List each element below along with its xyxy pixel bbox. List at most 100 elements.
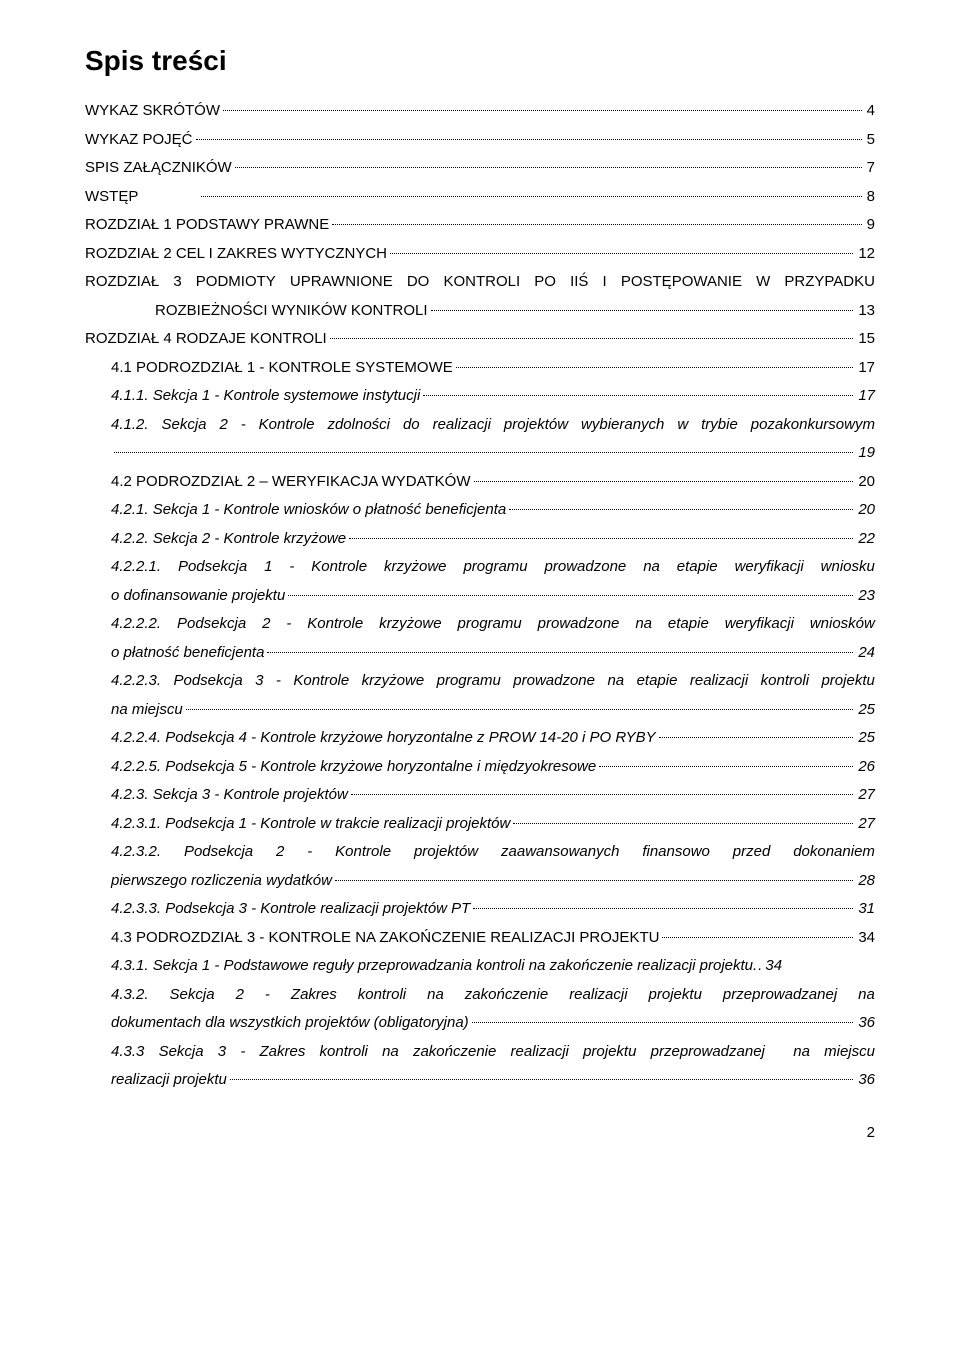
toc-page-ref: 25 xyxy=(856,699,875,722)
toc-entry: 4.2.1. Sekcja 1 - Kontrole wniosków o pł… xyxy=(111,499,875,522)
toc-leader-dots xyxy=(472,1022,854,1023)
toc-page-ref: 27 xyxy=(856,813,875,836)
toc-entry-text: 4.2.1. Sekcja 1 - Kontrole wniosków o pł… xyxy=(111,499,506,522)
toc-page-ref: 34 xyxy=(856,927,875,950)
toc-page-ref: 7 xyxy=(865,157,875,180)
toc-page-ref: 4 xyxy=(865,100,875,123)
toc-entry: 19 xyxy=(111,442,875,465)
toc-leader-dots xyxy=(114,452,853,453)
toc-leader-dots xyxy=(186,709,854,710)
toc-entry-text: 4.1 PODROZDZIAŁ 1 - KONTROLE SYSTEMOWE xyxy=(111,357,453,380)
toc-entry-text: 4.2.2. Sekcja 2 - Kontrole krzyżowe xyxy=(111,528,346,551)
toc-entry-text: ROZBIEŻNOŚCI WYNIKÓW KONTROLI xyxy=(155,300,428,323)
toc-entry-text: WYKAZ POJĘĆ xyxy=(85,129,193,152)
toc-leader-dots xyxy=(235,167,862,168)
toc-entry: WSTĘP 8 xyxy=(85,186,875,209)
toc-entry-text: 4.3.1. Sekcja 1 - Podstawowe reguły prze… xyxy=(111,955,753,978)
toc-entry: pierwszego rozliczenia wydatków28 xyxy=(111,870,875,893)
toc-leader-dots xyxy=(230,1079,853,1080)
toc-entry: 4.2.3. Sekcja 3 - Kontrole projektów27 xyxy=(111,784,875,807)
toc-entry: dokumentach dla wszystkich projektów (ob… xyxy=(111,1012,875,1035)
toc-entry: o płatność beneficjenta 24 xyxy=(111,642,875,665)
toc-entry-text: ROZDZIAŁ 2 CEL I ZAKRES WYTYCZNYCH xyxy=(85,243,387,266)
toc-leader-dots: .. xyxy=(753,955,763,978)
toc-entry-text: 4.2.2.4. Podsekcja 4 - Kontrole krzyżowe… xyxy=(111,727,656,750)
toc-leader-dots xyxy=(662,937,853,938)
toc-page-ref: 8 xyxy=(865,186,875,209)
toc-page-ref: 34 xyxy=(763,955,782,978)
toc-page-ref: 12 xyxy=(856,243,875,266)
page-number: 2 xyxy=(85,1122,875,1145)
toc-entry-text: 4.2.3.3. Podsekcja 3 - Kontrole realizac… xyxy=(111,898,470,921)
toc-leader-dots xyxy=(456,367,854,368)
toc-entry: 4.2.3.1. Podsekcja 1 - Kontrole w trakci… xyxy=(111,813,875,836)
toc-entry-text: 4.2.3.1. Podsekcja 1 - Kontrole w trakci… xyxy=(111,813,510,836)
toc-page-ref: 17 xyxy=(856,385,875,408)
toc-entry-text: realizacji projektu xyxy=(111,1069,227,1092)
toc-entry-text: ROZDZIAŁ 4 RODZAJE KONTROLI xyxy=(85,328,327,351)
toc-entry: ROZDZIAŁ 4 RODZAJE KONTROLI 15 xyxy=(85,328,875,351)
toc-entry: ROZBIEŻNOŚCI WYNIKÓW KONTROLI 13 xyxy=(155,300,875,323)
toc-page-ref: 31 xyxy=(856,898,875,921)
toc-entry: ROZDZIAŁ 1 PODSTAWY PRAWNE 9 xyxy=(85,214,875,237)
toc-entry: 4.3 PODROZDZIAŁ 3 - KONTROLE NA ZAKOŃCZE… xyxy=(111,927,875,950)
toc-entry-text: 4.2 PODROZDZIAŁ 2 – WERYFIKACJA WYDATKÓW xyxy=(111,471,471,494)
toc-page-ref: 20 xyxy=(856,471,875,494)
toc-page-ref: 13 xyxy=(856,300,875,323)
toc-entry-text: 4.2.2.1.Podsekcja1-Kontrolekrzyżoweprogr… xyxy=(111,556,875,579)
toc-leader-dots xyxy=(423,395,853,396)
toc-entry: WYKAZ POJĘĆ 5 xyxy=(85,129,875,152)
toc-entry-text: na miejscu xyxy=(111,699,183,722)
toc-entry-text: 4.2.2.5. Podsekcja 5 - Kontrole krzyżowe… xyxy=(111,756,596,779)
toc-page-ref: 15 xyxy=(856,328,875,351)
toc-page-ref: 9 xyxy=(865,214,875,237)
toc-entry-text: ROZDZIAŁ3PODMIOTYUPRAWNIONEDOKONTROLIPOI… xyxy=(85,271,875,294)
toc-page-ref: 20 xyxy=(856,499,875,522)
toc-page-ref: 5 xyxy=(865,129,875,152)
toc-page-ref: 23 xyxy=(856,585,875,608)
toc-leader-dots xyxy=(599,766,853,767)
toc-leader-dots xyxy=(196,139,862,140)
toc-leader-dots xyxy=(509,509,853,510)
toc-page-ref: 36 xyxy=(856,1069,875,1092)
toc-entry-text: 4.2.2.2.Podsekcja2-Kontrolekrzyżoweprogr… xyxy=(111,613,875,636)
toc-entry: na miejscu 25 xyxy=(111,699,875,722)
toc-entry-text: dokumentach dla wszystkich projektów (ob… xyxy=(111,1012,469,1035)
toc-leader-dots xyxy=(390,253,853,254)
toc-entry-text: o dofinansowanie projektu xyxy=(111,585,285,608)
toc-leader-dots xyxy=(659,737,854,738)
toc-entry-text: 4.2.3.2.Podsekcja2-Kontroleprojektówzaaw… xyxy=(111,841,875,864)
toc-page-ref: 24 xyxy=(856,642,875,665)
toc-entry-text: pierwszego rozliczenia wydatków xyxy=(111,870,332,893)
toc-page-ref: 36 xyxy=(856,1012,875,1035)
toc-entry-text: 4.2.2.3.Podsekcja3-Kontrolekrzyżoweprogr… xyxy=(111,670,875,693)
toc-entry: ROZDZIAŁ 2 CEL I ZAKRES WYTYCZNYCH 12 xyxy=(85,243,875,266)
toc-leader-dots xyxy=(267,652,853,653)
toc-leader-dots xyxy=(223,110,862,111)
toc-entry-text: 4.3 PODROZDZIAŁ 3 - KONTROLE NA ZAKOŃCZE… xyxy=(111,927,659,950)
toc-entry-text: 4.1.1. Sekcja 1 - Kontrole systemowe ins… xyxy=(111,385,420,408)
toc-title: Spis treści xyxy=(85,40,875,82)
toc-leader-dots xyxy=(201,196,861,197)
toc-page-ref: 19 xyxy=(856,442,875,465)
toc-entry-text: ROZDZIAŁ 1 PODSTAWY PRAWNE xyxy=(85,214,329,237)
toc-entry-text: WYKAZ SKRÓTÓW xyxy=(85,100,220,123)
toc-list: WYKAZ SKRÓTÓW 4 WYKAZ POJĘĆ 5 SPIS ZAŁĄCZNIK… xyxy=(85,100,875,1092)
toc-entry: 4.2.2.4. Podsekcja 4 - Kontrole krzyżowe… xyxy=(111,727,875,750)
toc-page-ref: 27 xyxy=(856,784,875,807)
toc-entry: WYKAZ SKRÓTÓW 4 xyxy=(85,100,875,123)
toc-entry: o dofinansowanie projektu 23 xyxy=(111,585,875,608)
toc-entry-text: 4.1.2.Sekcja2-Kontrolezdolnościdorealiza… xyxy=(111,414,875,437)
toc-entry: SPIS ZAŁĄCZNIKÓW7 xyxy=(85,157,875,180)
toc-entry: realizacji projektu 36 xyxy=(111,1069,875,1092)
toc-entry-text: WSTĘP xyxy=(85,186,138,209)
toc-entry: 4.1 PODROZDZIAŁ 1 - KONTROLE SYSTEMOWE17 xyxy=(111,357,875,380)
toc-entry-text: o płatność beneficjenta xyxy=(111,642,264,665)
toc-leader-dots xyxy=(288,595,853,596)
toc-entry: 4.2.2. Sekcja 2 - Kontrole krzyżowe 22 xyxy=(111,528,875,551)
toc-page-ref: 22 xyxy=(856,528,875,551)
toc-leader-dots xyxy=(474,481,854,482)
toc-leader-dots xyxy=(330,338,854,339)
toc-leader-dots xyxy=(335,880,853,881)
toc-page-ref: 26 xyxy=(856,756,875,779)
